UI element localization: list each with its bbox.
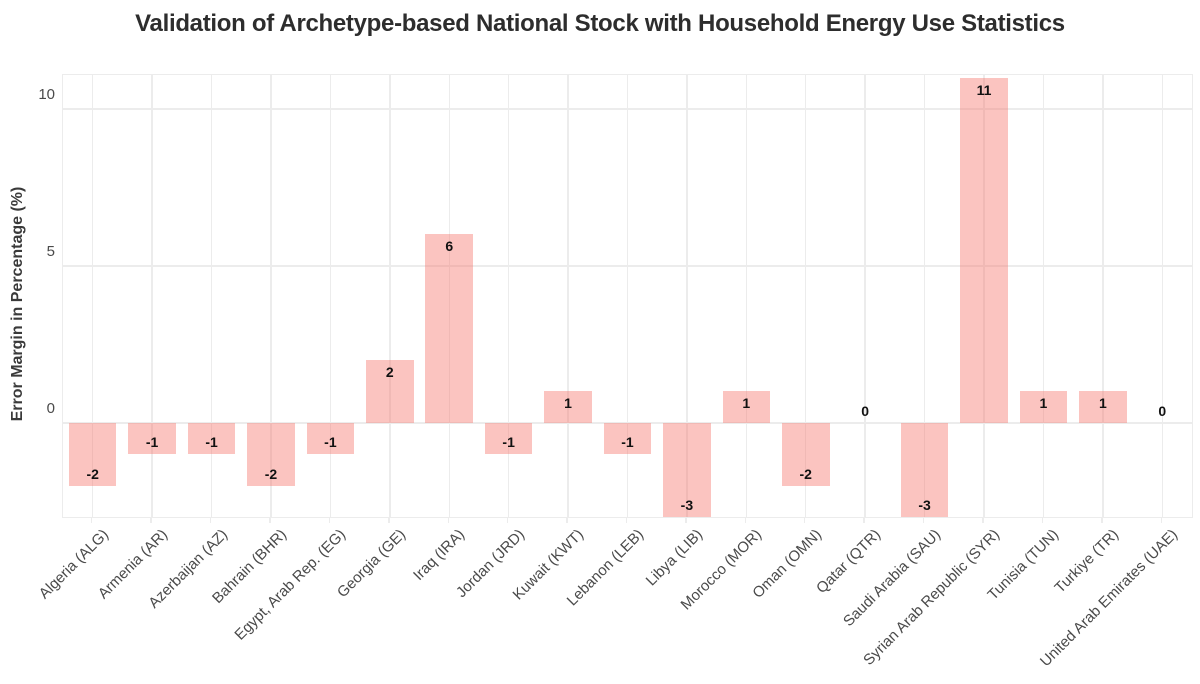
gridline-vertical	[745, 75, 748, 517]
value-label: 1	[1098, 395, 1107, 412]
x-tick-mark	[328, 517, 331, 523]
gridline-vertical	[92, 75, 94, 517]
value-label: -3	[918, 497, 931, 513]
x-tick-mark	[566, 517, 568, 523]
value-label: -1	[502, 434, 515, 451]
value-label: -2	[799, 465, 812, 482]
value-label: 0	[861, 402, 870, 419]
bar	[900, 422, 949, 517]
value-label: 6	[445, 238, 454, 255]
x-tick-mark	[209, 517, 212, 523]
x-tick-mark	[91, 517, 93, 523]
y-tick-label: 10	[38, 85, 55, 103]
gridline-vertical	[1161, 75, 1163, 517]
value-label: -1	[621, 434, 634, 451]
bar	[425, 234, 473, 423]
x-tick-mark	[1160, 517, 1162, 523]
x-tick-mark	[863, 517, 865, 523]
gridline-vertical	[448, 75, 450, 517]
x-tick-mark	[922, 517, 925, 523]
value-label: 2	[385, 364, 394, 381]
gridline-vertical	[270, 75, 272, 517]
chart-title: Validation of Archetype-based National S…	[135, 10, 1065, 37]
x-tick-mark	[804, 517, 806, 523]
value-label: 1	[564, 395, 572, 412]
gridline-vertical	[210, 75, 213, 517]
bar	[306, 422, 355, 455]
x-tick-mark	[982, 517, 984, 523]
x-tick-mark	[744, 517, 747, 523]
x-tick-mark	[388, 517, 390, 523]
bar	[781, 422, 830, 486]
y-tick-label: 0	[46, 399, 55, 417]
x-tick-mark	[1041, 517, 1044, 523]
x-tick-mark	[447, 517, 449, 523]
value-label: -1	[205, 434, 218, 451]
x-tick-mark	[506, 517, 509, 523]
gridline-vertical	[805, 75, 807, 517]
x-tick-mark	[1101, 517, 1103, 523]
value-label: -2	[264, 465, 278, 482]
gridline-vertical	[1102, 75, 1104, 517]
gridline-vertical	[686, 75, 688, 517]
x-tick-mark	[269, 517, 271, 523]
gridline-vertical	[507, 75, 510, 517]
value-label: -1	[145, 434, 159, 451]
value-label: -1	[324, 434, 337, 451]
gridline-vertical	[626, 75, 629, 517]
value-label: -3	[680, 497, 694, 513]
gridline-vertical	[151, 75, 153, 517]
bar	[722, 391, 771, 423]
gridline-vertical	[983, 75, 985, 517]
bar	[484, 422, 533, 455]
gridline-vertical	[567, 75, 569, 517]
value-label: 0	[1158, 402, 1167, 419]
value-label: 1	[742, 395, 751, 412]
bar	[366, 360, 414, 423]
bar	[663, 422, 711, 517]
x-tick-mark	[150, 517, 152, 523]
gridline-vertical	[1042, 75, 1045, 517]
y-axis-title: Error Margin in Percentage (%)	[9, 186, 26, 422]
x-tick-mark	[685, 517, 687, 523]
gridline-vertical	[329, 75, 332, 517]
bar	[603, 422, 652, 455]
gridline-vertical	[389, 75, 391, 517]
bar	[128, 422, 176, 455]
x-tick-mark	[625, 517, 628, 523]
bar	[960, 77, 1008, 423]
gridline-vertical	[923, 75, 926, 517]
bar	[68, 422, 117, 486]
bar	[247, 422, 295, 486]
bar	[544, 391, 592, 423]
gridline-vertical	[864, 75, 866, 517]
bar	[187, 422, 236, 455]
plot-panel: -2 -1 -1 -2 -1 2 6 -1 1 -1 -3 1 -2 0 -3 11 1 1 0	[62, 74, 1193, 518]
value-label: -2	[86, 465, 99, 482]
value-label: 11	[976, 81, 992, 98]
y-tick-label: 5	[46, 242, 55, 260]
bar	[1019, 391, 1068, 423]
value-label: 1	[1039, 395, 1048, 412]
bar	[1079, 391, 1127, 423]
